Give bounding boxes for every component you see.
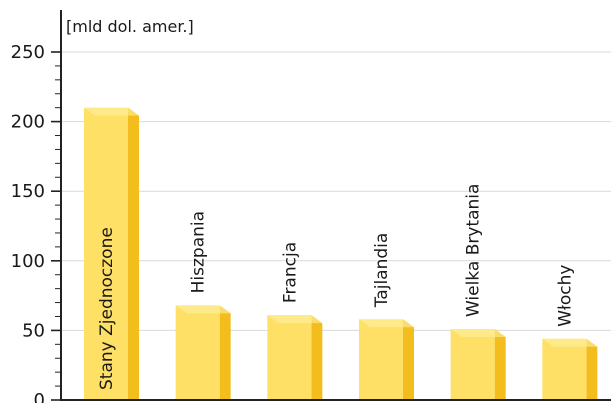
category-label: Włochy <box>555 265 575 327</box>
bar-front <box>84 107 128 401</box>
bar: Tajlandia <box>359 233 414 400</box>
y-tick-label: 150 <box>11 181 45 202</box>
bar-side <box>494 329 506 400</box>
bar-side <box>311 315 323 400</box>
grid-lines <box>61 51 611 331</box>
bar-side <box>586 338 598 400</box>
bar-top <box>450 329 506 338</box>
bar-front <box>359 319 403 400</box>
bar: Wielka Brytania <box>450 184 506 400</box>
bars: Stany Zjednoczone Hiszpania Francja Tajland… <box>84 107 598 401</box>
y-tick-label: 250 <box>11 42 45 63</box>
bar-top <box>267 315 323 324</box>
bar-top <box>84 107 139 116</box>
category-label: Wielka Brytania <box>464 184 484 317</box>
category-label: Stany Zjednoczone <box>97 227 117 390</box>
bar-side <box>128 107 139 401</box>
bar: Włochy <box>542 265 598 400</box>
axes <box>60 10 611 401</box>
bar-top <box>542 338 598 347</box>
bar-side <box>219 305 231 400</box>
bar-side <box>403 319 414 400</box>
y-tick-label: 200 <box>11 112 45 133</box>
bar-top <box>359 319 414 328</box>
category-label: Tajlandia <box>372 233 392 309</box>
bar: Stany Zjednoczone <box>84 107 139 401</box>
y-tick-label: 0 <box>34 390 45 403</box>
y-ticks: 0 50 100 150 200 250 <box>11 42 61 403</box>
bar-front <box>267 315 312 400</box>
y-tick-label: 100 <box>11 251 45 272</box>
bar-front <box>450 329 495 400</box>
category-label: Hiszpania <box>189 211 209 293</box>
category-label: Francja <box>280 242 300 303</box>
bar: Hiszpania <box>175 211 231 400</box>
bar-front <box>175 305 220 400</box>
y-tick-label: 50 <box>22 320 45 341</box>
bar: Francja <box>267 242 323 400</box>
bar-front <box>542 338 587 400</box>
bar-top <box>175 305 231 314</box>
y-axis-unit-label: [mld dol. amer.] <box>66 17 194 36</box>
